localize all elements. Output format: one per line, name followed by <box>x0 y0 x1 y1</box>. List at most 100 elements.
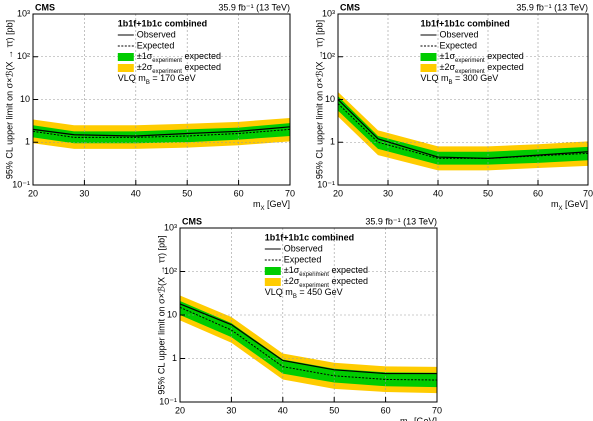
legend-note-main: VLQ m <box>118 73 146 83</box>
legend-label: Observed <box>440 29 479 39</box>
x-axis-label: mX [GeV] <box>400 416 437 421</box>
legend-label-sub: experiment <box>152 58 182 64</box>
legend-note-main: VLQ m <box>265 287 293 297</box>
legend-label-main: expected <box>182 51 221 61</box>
x-tick-label: 30 <box>383 188 393 198</box>
legend-label-sub: experiment <box>299 272 329 278</box>
x-tick-label: 20 <box>333 188 343 198</box>
legend-label-main: ±1σ <box>284 265 300 275</box>
legend-swatch <box>117 53 134 61</box>
x-tick-label: 50 <box>182 188 192 198</box>
y-tick-label: 10⁻¹ <box>317 179 335 189</box>
chart-subtitle: 35.9 fb⁻¹ (13 TeV) <box>516 2 588 12</box>
x-axis-label-main: [GeV] <box>264 199 290 209</box>
legend-label-main: expected <box>485 62 524 72</box>
x-tick-label: 30 <box>226 405 236 415</box>
x-tick-label: 70 <box>432 405 442 415</box>
legend-note-sub: B <box>449 80 453 86</box>
chart-title: CMS <box>340 2 360 12</box>
chart-title: CMS <box>182 216 202 226</box>
y-tick-label: 1 <box>25 137 30 147</box>
x-tick-label: 20 <box>175 405 185 415</box>
x-axis-label-main: m <box>253 199 261 209</box>
legend-title: 1b1f+1b1c combined <box>265 232 354 242</box>
band <box>180 300 437 388</box>
x-tick-label: 40 <box>433 188 443 198</box>
legend-note: VLQ mB = 450 GeV <box>265 287 343 299</box>
legend-label-sub: experiment <box>152 69 182 75</box>
x-tick-label: 70 <box>285 188 295 198</box>
legend-title: 1b1f+1b1c combined <box>421 18 510 28</box>
legend-label: Observed <box>137 29 176 39</box>
legend-note: VLQ mB = 170 GeV <box>118 73 196 85</box>
y-axis-label: 95% CL upper limit on σ×ℬ(X → ττ) [pb] <box>4 20 14 179</box>
legend-label: ±2σexperiment expected <box>137 62 221 74</box>
legend-swatch <box>420 53 437 61</box>
x-tick-label: 50 <box>329 405 339 415</box>
legend-note: VLQ mB = 300 GeV <box>421 73 499 85</box>
legend-label-main: ±2σ <box>440 62 456 72</box>
legend-label: Observed <box>284 243 323 253</box>
series-line <box>32 126 291 137</box>
series-line <box>32 128 291 138</box>
legend-label-main: expected <box>329 265 368 275</box>
legend-label-main: ±1σ <box>137 51 153 61</box>
x-tick-label: 60 <box>381 405 391 415</box>
y-tick-label: 10³ <box>164 222 177 232</box>
legend-swatch <box>264 267 281 275</box>
legend-note-main: = 450 GeV <box>297 287 343 297</box>
x-axis-label: mX [GeV] <box>253 199 290 211</box>
x-axis-label-sub: X <box>260 206 264 212</box>
chart-subtitle: 35.9 fb⁻¹ (13 TeV) <box>365 216 437 226</box>
y-tick-label: 10 <box>20 94 30 104</box>
legend-label-sub: experiment <box>299 283 329 289</box>
y-tick-label: 10 <box>325 94 335 104</box>
legend-label: ±1σexperiment expected <box>440 51 524 63</box>
legend-label: ±2σexperiment expected <box>284 276 368 288</box>
x-tick-label: 40 <box>278 405 288 415</box>
legend-note-sub: B <box>146 80 150 86</box>
series-line <box>179 303 437 375</box>
x-axis-label-main: [GeV] <box>411 416 437 421</box>
y-tick-label: 10⁻¹ <box>159 396 177 406</box>
x-tick-label: 30 <box>79 188 89 198</box>
legend-title: 1b1f+1b1c combined <box>118 18 207 28</box>
x-axis-label-main: m <box>400 416 408 421</box>
x-tick-label: 40 <box>131 188 141 198</box>
legend-label: ±1σexperiment expected <box>137 51 221 63</box>
legend-note-main: = 300 GeV <box>453 73 499 83</box>
legend-swatch <box>420 64 437 72</box>
y-tick-label: 10² <box>17 51 30 61</box>
y-tick-label: 10⁻¹ <box>12 179 30 189</box>
x-axis-label-main: m <box>551 199 559 209</box>
x-tick-label: 70 <box>583 188 593 198</box>
legend-label: Expected <box>137 40 175 50</box>
x-tick-label: 60 <box>533 188 543 198</box>
band <box>338 96 588 165</box>
band <box>33 123 290 144</box>
band <box>180 295 437 394</box>
legend-label-main: ±2σ <box>284 276 300 286</box>
x-tick-label: 20 <box>28 188 38 198</box>
legend-label-main: expected <box>329 276 368 286</box>
legend-swatch <box>117 64 134 72</box>
chart-title: CMS <box>35 2 55 12</box>
y-tick-label: 1 <box>172 353 177 363</box>
legend-label-sub: experiment <box>455 69 485 75</box>
legend-label-sub: experiment <box>455 58 485 64</box>
legend-note-sub: B <box>293 294 297 300</box>
chart-subtitle: 35.9 fb⁻¹ (13 TeV) <box>218 2 290 12</box>
y-axis-label: 95% CL upper limit on σ×ℬ(X → ττ) [pb] <box>156 235 166 394</box>
y-axis-label: 95% CL upper limit on σ×ℬ(X → ττ) [pb] <box>314 20 324 179</box>
legend-label-main: ±2σ <box>137 62 153 72</box>
y-tick-label: 1 <box>330 137 335 147</box>
y-tick-label: 10² <box>164 266 177 276</box>
legend-label: Expected <box>440 40 478 50</box>
x-axis-label-sub: X <box>558 206 562 212</box>
y-tick-label: 10³ <box>322 8 335 18</box>
y-tick-label: 10 <box>167 309 177 319</box>
x-tick-label: 50 <box>483 188 493 198</box>
legend-label: ±1σexperiment expected <box>284 265 368 277</box>
legend-label-main: expected <box>182 62 221 72</box>
